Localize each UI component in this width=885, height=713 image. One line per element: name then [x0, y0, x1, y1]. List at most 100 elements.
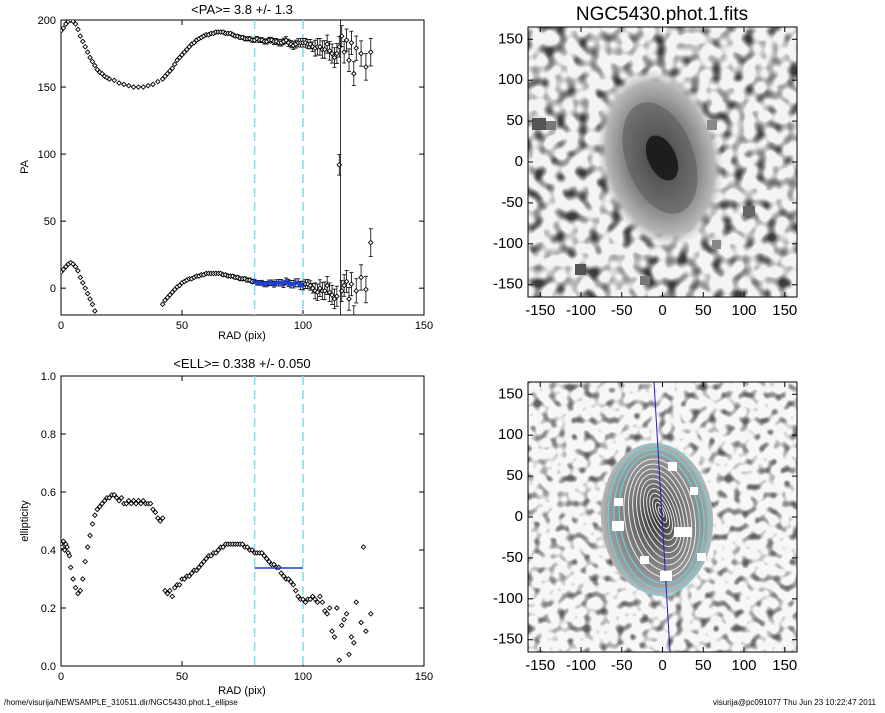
ell-point-95 [278, 570, 285, 577]
ell-point-35 [133, 500, 139, 507]
ell-point-126 [353, 599, 360, 606]
x-tick-label-0: 0 [58, 671, 64, 683]
ell-plot-frame [60, 375, 425, 667]
ell-point-33 [128, 500, 135, 507]
pa-point-15 [159, 301, 166, 308]
y-tick-label-5: 1.0 [41, 371, 56, 383]
ell-point-102 [295, 593, 301, 600]
pa-wrap-point-5 [70, 20, 76, 25]
pa-wrap-point-92 [307, 41, 314, 47]
contour-panel-axes: -150 -100 -50 0 50 100 150 -150 -100 -50 0 50 100 150 [493, 382, 797, 674]
x-tick-label-6: 150 [772, 657, 797, 674]
pa-point-93 [348, 281, 355, 287]
pa-wrap-point-23 [121, 81, 127, 88]
ell-point-120 [338, 622, 345, 629]
pa-point-76 [307, 282, 314, 289]
isophote-11 [652, 497, 671, 529]
pa-wrap-point-2 [63, 21, 69, 27]
ell-point-121 [341, 616, 347, 623]
pa-point-96 [358, 274, 364, 281]
pa-wrap-point-33 [164, 70, 171, 77]
pa-wrap-point-27 [140, 84, 147, 90]
ell-point-11 [75, 590, 81, 597]
ell-point-48 [164, 590, 171, 597]
ell-point-62 [198, 561, 205, 568]
pa-wrap-point-101 [329, 50, 335, 57]
pa-wrap-point-17 [99, 70, 105, 77]
ell-point-42 [150, 506, 156, 513]
ell-point-16 [87, 532, 93, 539]
pa-wrap-point-0 [61, 27, 64, 34]
pa-point-12 [87, 296, 93, 302]
pa-wrap-point-103 [334, 50, 340, 57]
pa-wrap-point-22 [116, 80, 122, 86]
x-tick-label-5: 100 [731, 657, 756, 674]
ell-ylabel: ellipticity [19, 500, 31, 542]
ell-point-66 [208, 552, 214, 559]
pa-wrap-point-39 [179, 52, 185, 58]
pa-wrap-point-10 [82, 43, 89, 50]
pa-point-92 [346, 296, 352, 302]
x-tick-label-1: -100 [566, 657, 596, 674]
major-axis-line [653, 382, 671, 652]
ell-point-32 [125, 497, 132, 504]
pa-plot: <PA>= 3.8 +/- 1.3 0 50 100 150050100150200 … [19, 2, 433, 342]
pa-point-90 [341, 282, 347, 289]
x-tick-label-3: 150 [415, 320, 433, 332]
pa-wrap-point-107 [343, 37, 350, 43]
ell-plot-title: <ELL>= 0.338 +/- 0.050 [173, 356, 310, 371]
ell-point-113 [321, 608, 328, 614]
y-tick-label-3: 150 [38, 82, 56, 94]
y-tick-label-1: -100 [493, 590, 523, 607]
y-tick-label-5: 100 [498, 426, 523, 443]
ell-point-96 [280, 573, 287, 579]
ell-point-130 [367, 610, 374, 617]
ell-point-125 [350, 639, 357, 646]
ell-point-101 [292, 587, 299, 594]
pa-wrap-point-30 [154, 78, 161, 85]
image-panel-axes: -150 -100 -50 0 50 100 150 -150 -100 -50 0 50 100 150 [493, 27, 797, 319]
ell-point-34 [130, 497, 137, 504]
pa-wrap-point-111 [353, 45, 360, 51]
ell-point-71 [220, 544, 226, 550]
pa-wrap-point-84 [288, 41, 294, 47]
y-tick-label-1: 0.2 [41, 603, 56, 615]
ell-point-114 [324, 610, 331, 617]
ell-point-92 [271, 561, 277, 568]
ell-point-45 [157, 518, 164, 524]
isophote-13 [657, 506, 665, 518]
pa-wrap-point-93 [309, 43, 316, 50]
isophote-contours [607, 443, 710, 597]
ell-point-55 [181, 576, 188, 582]
isophote-8 [643, 483, 679, 547]
pa-wrap-point-59 [227, 30, 234, 37]
pa-wrap-point-28 [145, 82, 151, 89]
pa-wrap-point-18 [101, 73, 108, 80]
isophote-7 [639, 478, 682, 554]
pa-wrap-point-34 [167, 68, 173, 74]
pa-wrap-point-20 [106, 76, 113, 82]
pa-wrap-point-14 [92, 62, 98, 69]
ell-point-58 [188, 570, 195, 577]
ell-point-46 [159, 515, 166, 521]
pa-point-0 [61, 269, 64, 275]
ell-fit-range [253, 376, 304, 666]
x-tick-label-0: -150 [525, 302, 555, 319]
ell-point-5 [64, 544, 70, 550]
pa-wrap-point-7 [75, 26, 81, 33]
ell-point-79 [239, 541, 246, 548]
x-tick-label-2: 100 [294, 671, 312, 683]
ell-point-128 [360, 544, 367, 550]
ell-data-points [61, 492, 374, 664]
pa-point-13 [89, 301, 96, 308]
ell-plot-axes: 0 50 100 150 0.0 0.2 0.4 0.6 0.8 1.0 [41, 371, 433, 683]
pa-wrap-point-106 [341, 49, 347, 56]
pa-point-79 [314, 289, 321, 296]
pa-point-84 [326, 289, 333, 296]
ell-point-20 [96, 503, 103, 510]
pa-point-77 [309, 285, 316, 292]
ell-point-98 [285, 576, 292, 582]
ell-point-37 [138, 500, 144, 507]
pa-wrap-point-36 [171, 61, 178, 68]
